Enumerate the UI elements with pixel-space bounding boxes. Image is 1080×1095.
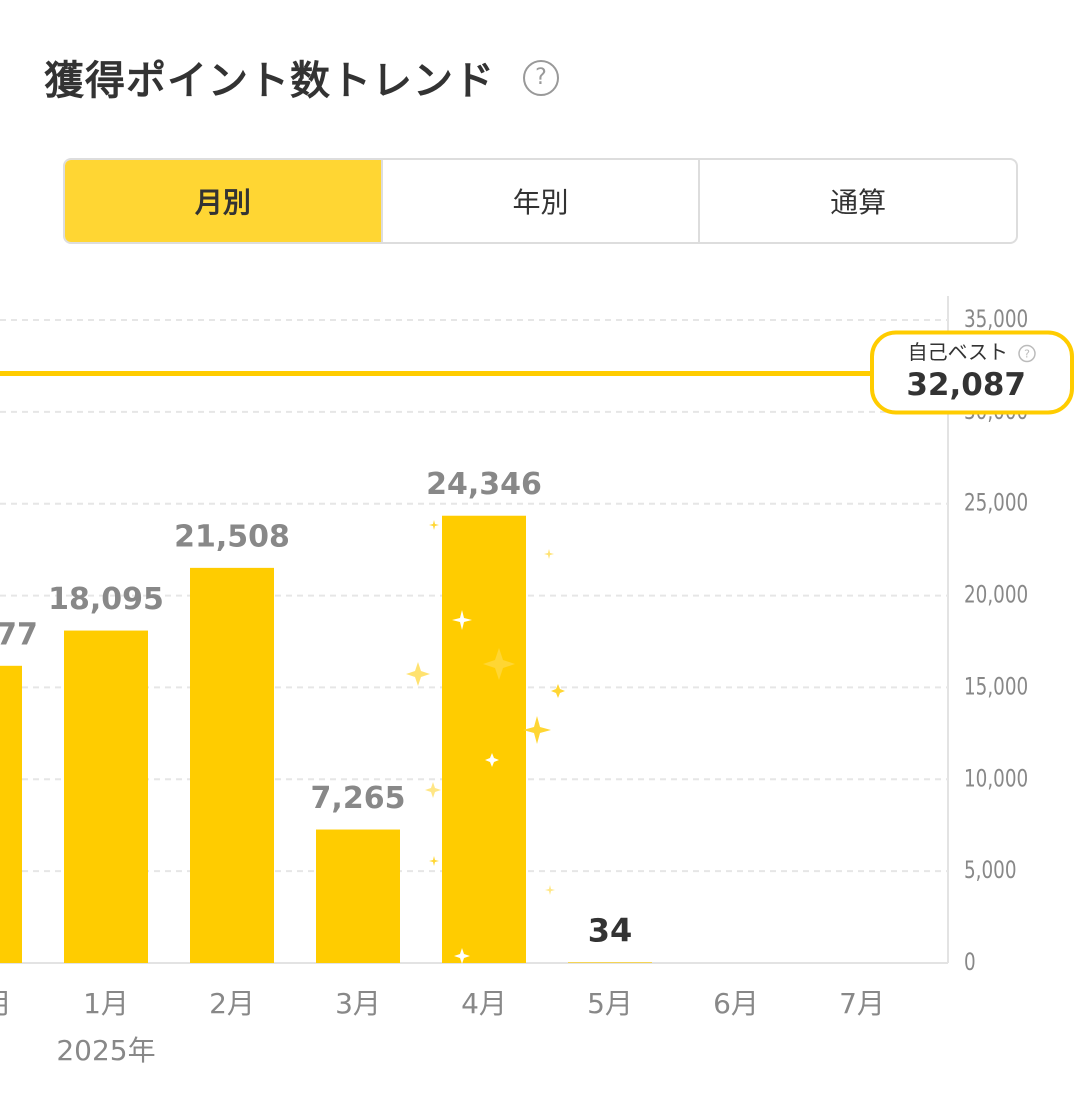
- x-tick-label: 12月: [0, 987, 12, 1020]
- bar: [0, 665, 22, 963]
- y-tick-label: 25,000: [964, 489, 1028, 517]
- best-badge: [870, 330, 1074, 415]
- sparkles: [406, 520, 565, 964]
- tabs: 月別 年別 通算: [63, 158, 1018, 244]
- y-tick-label: 5,000: [964, 857, 1017, 885]
- year-label: 2025年: [56, 1034, 155, 1067]
- x-tick-label: 6月: [713, 987, 759, 1020]
- x-tick-label: 2月: [209, 987, 255, 1020]
- y-tick-label: 15,000: [964, 673, 1028, 701]
- value-label: 16,177: [0, 617, 38, 652]
- value-label: 7,265: [311, 781, 406, 816]
- tab[interactable]: 年別: [380, 160, 699, 242]
- x-tick-label: 5月: [587, 987, 633, 1020]
- title: 獲得ポイント数トレンド: [44, 58, 495, 104]
- value-label: 21,508: [174, 519, 290, 554]
- tab[interactable]: 月別: [65, 160, 381, 242]
- best-help-icon: [1018, 344, 1036, 363]
- help-icon[interactable]: ?: [523, 60, 559, 96]
- y-tick-label: 35,000: [964, 305, 1028, 333]
- y-tick-label: 0: [964, 948, 976, 976]
- best-value: 32,087: [906, 367, 1026, 403]
- tab[interactable]: 通算: [698, 160, 1016, 242]
- x-tick-label: 3月: [335, 987, 381, 1020]
- bar: [64, 630, 148, 963]
- best-help: ?: [1024, 348, 1030, 361]
- bar: [568, 962, 652, 963]
- x-tick-label: 1月: [83, 987, 129, 1020]
- bar: [316, 829, 400, 963]
- y-tick-label: 10,000: [964, 765, 1028, 793]
- value-label: 34: [588, 911, 633, 949]
- value-label: 18,095: [48, 582, 164, 617]
- x-tick-label: 4月: [461, 987, 507, 1020]
- y-tick-label: 20,000: [964, 581, 1028, 609]
- best-label: 自己ベスト: [908, 340, 1008, 364]
- x-tick-label: 7月: [839, 987, 885, 1020]
- bar: [442, 515, 526, 963]
- value-label: 24,346: [426, 467, 542, 502]
- bar: [190, 567, 274, 963]
